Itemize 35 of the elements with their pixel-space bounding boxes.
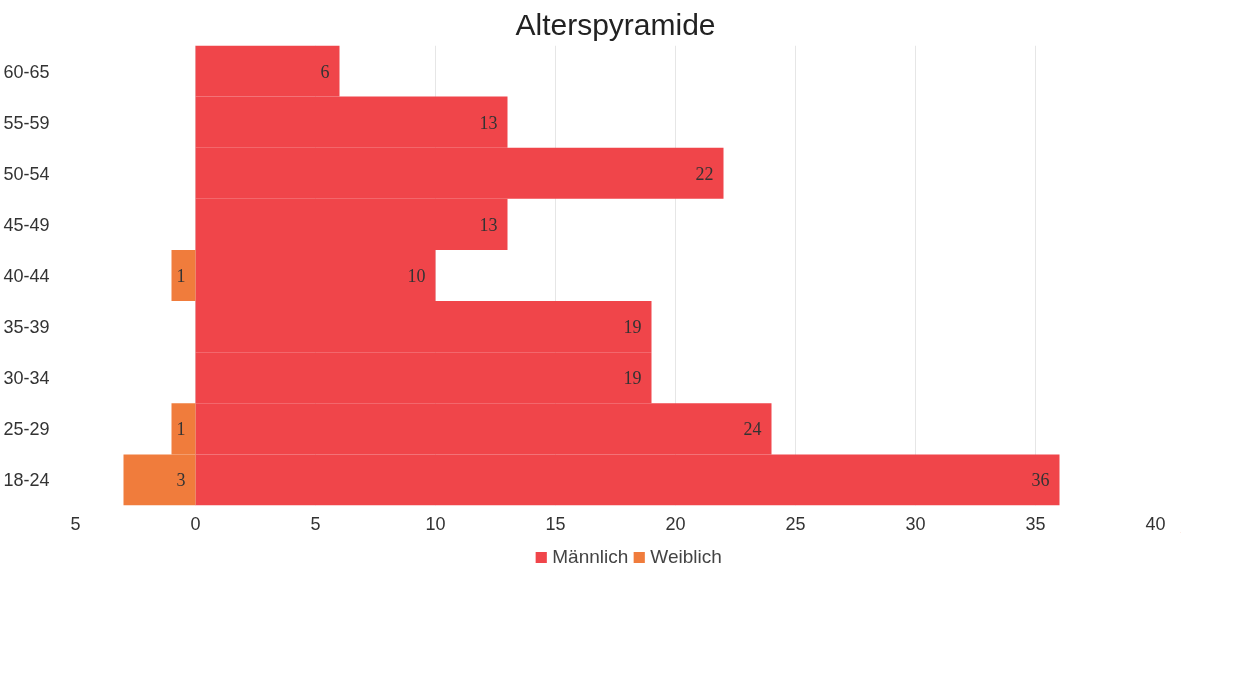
y-tick-label: 50-54 [3,163,50,184]
y-tick-label: 60-65 [3,61,50,82]
data-label: 22 [695,163,714,184]
y-tick-label: 40-44 [3,266,50,286]
x-tick-label: 15 [545,513,566,534]
y-tick-label: 30-34 [3,368,50,389]
y-tick-label: 35-39 [3,317,50,338]
chart-title: Alterspyramide [515,7,716,41]
legend-label: Männlich [552,546,629,568]
data-label: 10 [407,266,426,286]
y-tick-label: 25-29 [3,419,50,440]
x-tick-label: 20 [665,513,686,534]
x-tick-label: 5 [70,513,81,534]
data-label: 19 [623,368,642,389]
data-label: 24 [743,419,762,440]
data-label: 6 [320,61,330,82]
legend-label: Weiblich [650,546,722,568]
bar [171,249,196,302]
x-tick-label: 40 [1145,513,1166,534]
x-tick-label: 35 [1025,513,1046,534]
x-tick-label: 25 [785,513,806,534]
data-label: 13 [479,112,498,133]
data-label: 19 [623,317,642,338]
data-label: 13 [479,214,498,235]
x-tick-label: 10 [425,513,446,534]
y-tick-label: 55-59 [3,112,50,133]
x-tick-label: 30 [905,513,926,534]
data-label: 3 [176,470,186,491]
y-tick-label: 45-49 [3,214,50,235]
data-label: 36 [1031,470,1050,491]
data-label: 1 [176,266,186,286]
x-tick-label: 5 [310,513,321,534]
y-tick-label: 18-24 [3,470,50,491]
x-tick-label: 0 [190,513,201,534]
data-label: 1 [176,419,186,440]
